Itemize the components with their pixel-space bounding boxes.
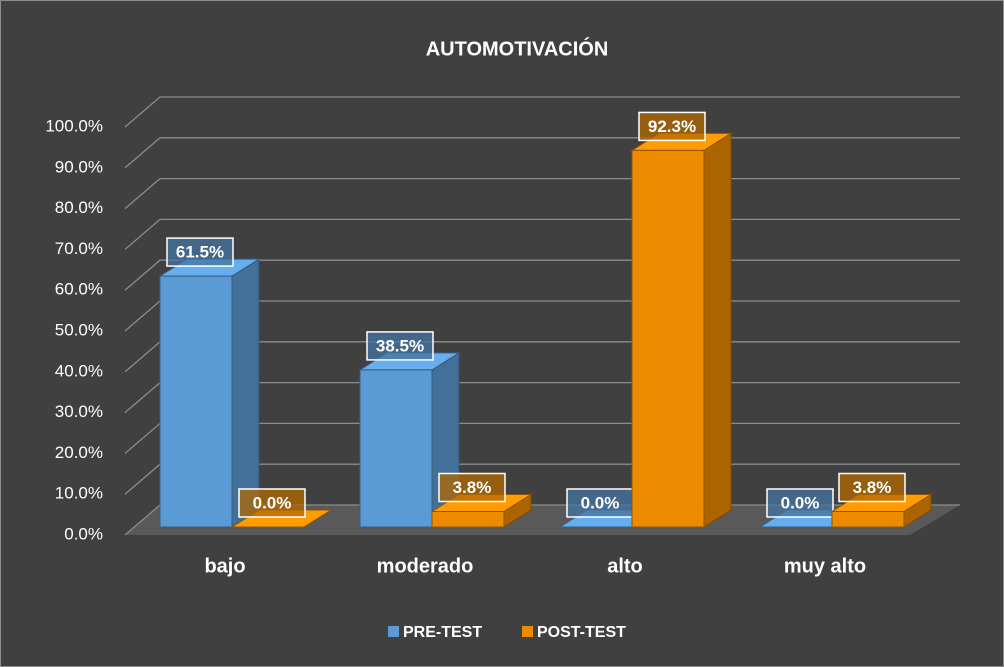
legend-label: POST-TEST xyxy=(537,624,626,641)
y-tick-label: 20.0% xyxy=(55,443,103,462)
x-tick-label: alto xyxy=(607,555,643,577)
value-label-box xyxy=(366,331,434,361)
value-label-box xyxy=(766,488,834,518)
legend-swatch xyxy=(388,626,399,637)
bar xyxy=(359,369,433,528)
y-tick-label: 100.0% xyxy=(45,116,103,135)
value-label: 0.0% xyxy=(581,493,620,512)
y-tick-label: 90.0% xyxy=(55,157,103,176)
y-tick-label: 50.0% xyxy=(55,320,103,339)
y-tick-label: 30.0% xyxy=(55,402,103,421)
value-label: 92.3% xyxy=(648,117,696,136)
bar xyxy=(159,275,233,528)
x-tick-label: muy alto xyxy=(784,555,866,577)
value-label: 3.8% xyxy=(453,478,492,497)
bar-side xyxy=(703,132,732,528)
bar xyxy=(831,510,905,528)
bar xyxy=(431,510,505,528)
y-tick-label: 60.0% xyxy=(55,280,103,299)
floor xyxy=(125,505,960,535)
value-label-box xyxy=(638,111,706,142)
value-label-box xyxy=(838,472,906,503)
y-tick-label: 80.0% xyxy=(55,198,103,217)
value-label: 38.5% xyxy=(376,336,424,355)
bar xyxy=(631,149,705,528)
x-tick-label: bajo xyxy=(204,555,245,577)
value-label-box xyxy=(438,472,506,503)
legend-swatch xyxy=(522,626,533,637)
value-label-box xyxy=(566,488,634,518)
y-tick-label: 10.0% xyxy=(55,484,103,503)
bar-side xyxy=(231,258,260,528)
value-label: 61.5% xyxy=(176,243,224,262)
legend-label: PRE-TEST xyxy=(403,624,482,641)
value-label: 3.8% xyxy=(853,478,892,497)
y-tick-label: 70.0% xyxy=(55,239,103,258)
y-tick-label: 0.0% xyxy=(64,524,103,543)
value-label: 0.0% xyxy=(253,493,292,512)
value-label: 0.0% xyxy=(781,493,820,512)
value-label-box xyxy=(166,237,234,267)
x-tick-label: moderado xyxy=(377,555,474,577)
grid-line xyxy=(124,96,960,128)
y-tick-label: 40.0% xyxy=(55,361,103,380)
chart-title: AUTOMOTIVACIÓN xyxy=(426,36,609,60)
value-label-box xyxy=(238,488,306,518)
